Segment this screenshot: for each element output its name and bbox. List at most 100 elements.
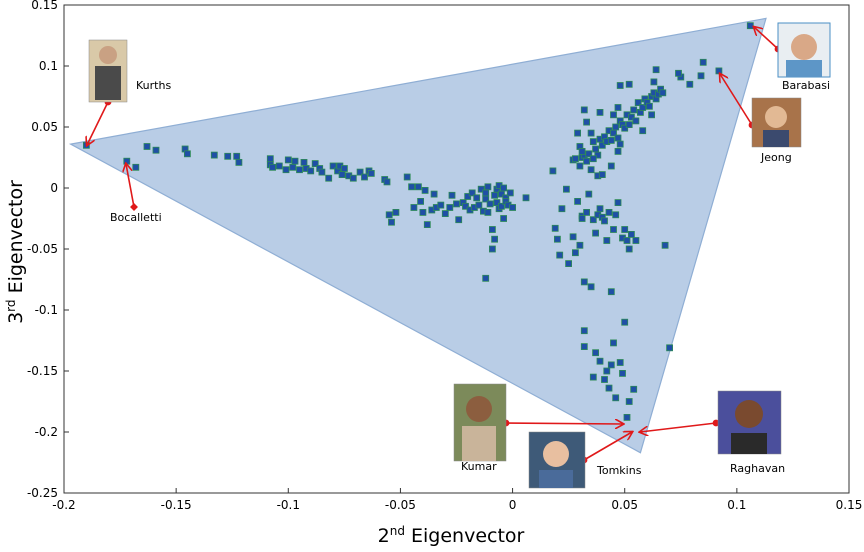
data-point xyxy=(652,66,660,74)
data-point xyxy=(699,58,707,66)
data-point xyxy=(477,185,485,193)
bocalletti-label: Bocalletti xyxy=(110,211,162,224)
data-point xyxy=(572,249,579,257)
data-point xyxy=(554,235,561,243)
data-point xyxy=(614,104,622,111)
data-point xyxy=(132,163,140,171)
jeong-photo xyxy=(751,97,802,148)
data-point xyxy=(659,89,667,97)
data-point xyxy=(441,210,449,218)
barabasi-photo xyxy=(777,22,831,78)
data-point xyxy=(583,118,590,126)
data-point xyxy=(152,146,160,154)
data-point xyxy=(349,174,357,182)
data-point xyxy=(403,173,411,181)
tomkins-label: Tomkins xyxy=(596,464,642,477)
data-point xyxy=(605,384,613,392)
x-tick-label: -0.1 xyxy=(277,498,300,512)
data-point xyxy=(417,197,425,205)
data-point xyxy=(500,184,508,192)
data-point xyxy=(686,80,694,88)
convex-hull-triangle xyxy=(68,17,767,454)
data-point xyxy=(625,398,633,405)
data-point xyxy=(446,204,454,211)
data-point xyxy=(625,245,633,253)
data-point xyxy=(585,150,593,158)
data-point xyxy=(307,167,315,175)
kurths-arrow xyxy=(87,101,109,145)
kumar-arrow xyxy=(505,423,623,424)
y-tick-label: -0.25 xyxy=(27,486,58,500)
data-point xyxy=(291,157,299,165)
x-tick-label: -0.05 xyxy=(385,498,416,512)
data-point xyxy=(361,173,368,181)
data-point xyxy=(607,288,615,296)
data-point xyxy=(589,216,597,224)
data-point xyxy=(583,208,590,216)
tomkins-arrow xyxy=(583,432,632,461)
data-point xyxy=(616,359,624,366)
data-point xyxy=(497,202,505,210)
data-point xyxy=(563,185,570,193)
data-point xyxy=(585,190,593,198)
data-point xyxy=(453,200,460,208)
kumar-photo xyxy=(453,383,507,462)
data-point xyxy=(594,151,602,159)
data-point xyxy=(289,163,297,171)
data-point xyxy=(506,189,514,197)
data-point xyxy=(630,106,638,114)
data-point xyxy=(646,102,653,110)
data-point xyxy=(592,229,599,237)
raghavan-arrow xyxy=(640,422,717,432)
y-tick-label: 0 xyxy=(50,181,58,195)
data-point xyxy=(482,189,490,197)
data-point xyxy=(675,69,682,77)
data-point xyxy=(224,152,232,160)
data-point xyxy=(300,158,308,166)
data-point xyxy=(419,208,427,216)
data-point xyxy=(715,67,723,75)
data-point xyxy=(578,147,586,155)
x-tick-label: -0.2 xyxy=(52,498,75,512)
jeong-label: Jeong xyxy=(760,151,792,164)
data-point xyxy=(648,111,655,119)
data-point xyxy=(639,104,647,111)
data-point xyxy=(619,369,626,377)
data-point xyxy=(468,189,476,197)
raghavan-label: Raghavan xyxy=(730,462,785,475)
data-point xyxy=(385,211,393,219)
data-point xyxy=(491,235,499,243)
data-point xyxy=(592,349,599,357)
data-point xyxy=(697,72,705,80)
data-point xyxy=(266,155,274,163)
data-point xyxy=(488,245,496,253)
data-point xyxy=(589,138,597,146)
raghavan-photo xyxy=(717,390,782,455)
data-point xyxy=(630,385,638,393)
data-point xyxy=(596,109,604,116)
data-point xyxy=(603,367,611,375)
data-point xyxy=(551,224,559,232)
data-point xyxy=(607,136,615,144)
x-tick-label: -0.15 xyxy=(161,498,192,512)
data-point xyxy=(569,233,577,241)
data-point xyxy=(612,123,620,131)
data-point xyxy=(616,82,624,89)
data-point xyxy=(318,168,326,176)
data-point xyxy=(325,174,333,182)
x-tick-label: 0.15 xyxy=(836,498,863,512)
data-point xyxy=(484,183,492,191)
data-point xyxy=(410,204,418,211)
data-point xyxy=(509,204,517,211)
data-point xyxy=(601,217,608,225)
data-point xyxy=(558,205,566,213)
data-point xyxy=(601,376,608,383)
data-point xyxy=(392,208,400,216)
data-point xyxy=(589,373,597,381)
data-point xyxy=(383,178,391,186)
data-point xyxy=(462,202,469,210)
data-point xyxy=(580,106,588,114)
y-axis-label: 3rd Eigenvector xyxy=(4,180,27,324)
y-tick-label: -0.2 xyxy=(35,425,58,439)
data-point xyxy=(356,168,364,176)
